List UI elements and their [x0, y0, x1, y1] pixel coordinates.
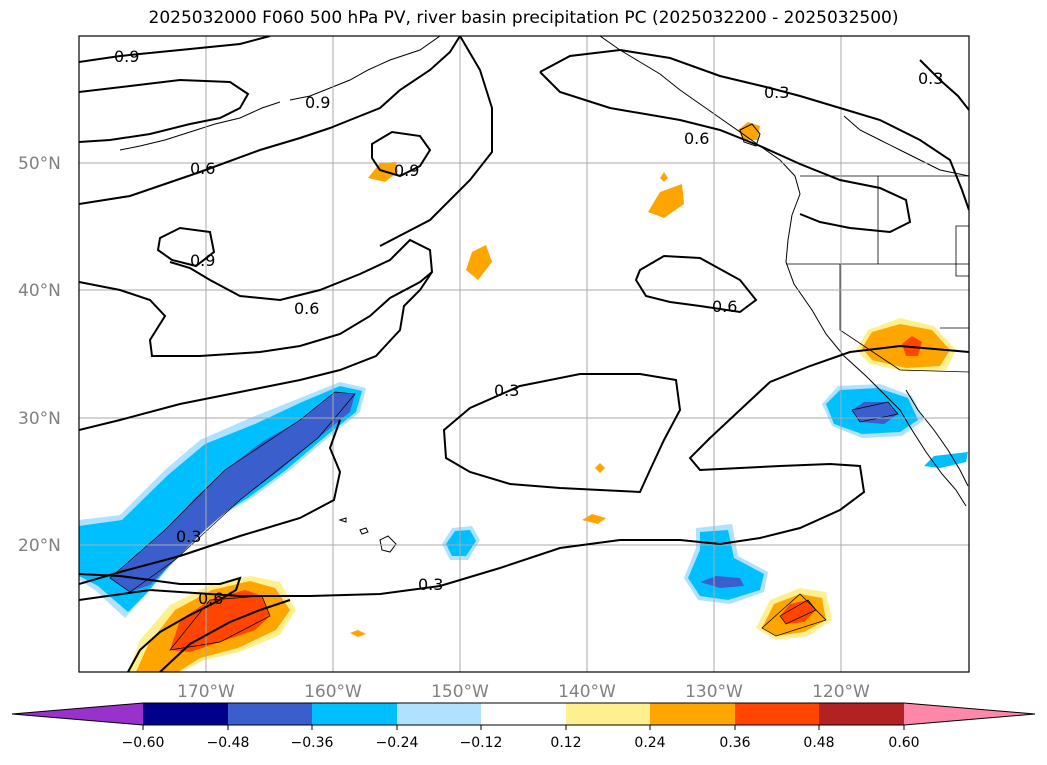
aleutians: [119, 101, 281, 151]
map-panel: 0.9 0.9 0.9 0.6 0.9 0.6 0.3 0.6 0.3 0.6 …: [78, 35, 970, 673]
alaska-coast: [289, 36, 441, 101]
graticule: [79, 36, 969, 672]
contour-0.6-sw2: [159, 599, 291, 672]
contour-label: 0.6: [294, 299, 319, 318]
shade-orange-small-8: [660, 172, 668, 182]
lat-label: 30°N: [18, 409, 61, 429]
contour-label: 0.9: [190, 251, 215, 270]
lon-label: 140°W: [558, 682, 616, 702]
contour-0.9-nw2: [79, 78, 250, 143]
contour-0.3-long: [79, 344, 969, 601]
shade-orange-small-3: [648, 184, 684, 218]
lon-label: 130°W: [685, 682, 743, 702]
precipitation-shading: [79, 122, 968, 672]
contour-0.9-nw: [79, 36, 271, 63]
contour-0.3-east: [539, 48, 969, 211]
contour-0.3-south: [79, 419, 342, 585]
colorbar-tick-label: −0.12: [460, 735, 503, 751]
map-frame: [78, 35, 970, 673]
contour-0.9-small: [371, 130, 432, 178]
colorbar-segment: [819, 703, 904, 725]
colorbar-segment: [481, 703, 566, 725]
shade-orange-small-6: [595, 463, 605, 473]
lon-label: 160°W: [304, 682, 362, 702]
us-west-coast: [785, 214, 967, 507]
lon-label: 170°W: [177, 682, 235, 702]
map-background: [79, 36, 969, 672]
bc-coast: [599, 36, 801, 216]
contour-label: 0.3: [494, 381, 519, 400]
shade-red-se: [780, 600, 816, 624]
colorbar-segment: [735, 703, 819, 725]
contour-0.3-central: [442, 373, 682, 494]
colorbar-tick-label: −0.48: [207, 735, 250, 751]
contour-label: 0.6: [712, 297, 737, 316]
contour-0.9-mid: [156, 226, 216, 268]
pv-contours: [79, 36, 969, 672]
contour-0.6-south: [79, 573, 242, 672]
contour-label: 0.6: [198, 589, 223, 608]
contour-label: 0.3: [176, 527, 201, 546]
contour-label: 0.9: [114, 47, 139, 66]
contour-0.6-north: [79, 36, 461, 205]
colorbar-tick-label: −0.24: [376, 735, 419, 751]
colorbar-ticks: [142, 725, 905, 730]
shade-dark-blue: [110, 392, 355, 592]
lat-label: 50°N: [18, 154, 61, 174]
colorbar-tick-label: −0.60: [122, 735, 165, 751]
shade-blue-hawaii: [446, 530, 476, 556]
contour-0.3-west: [79, 271, 433, 431]
hawaii-islands: [338, 517, 397, 553]
contour-0.6-mid: [79, 238, 434, 357]
coastlines: [119, 36, 969, 553]
contour-label: 0.3: [764, 83, 789, 102]
colorbar-tick-label: 0.24: [634, 735, 665, 751]
contour-label: 0.6: [684, 129, 709, 148]
lon-label: 120°W: [812, 682, 870, 702]
colorbar-tick-label: −0.36: [291, 735, 334, 751]
colorbar-tick-labels: −0.60 −0.48 −0.36 −0.24 −0.12 0.12 0.24 …: [122, 735, 920, 751]
colorbar: −0.60 −0.48 −0.36 −0.24 −0.12 0.12 0.24 …: [11, 702, 1036, 751]
shade-dark-blue-ec: [700, 576, 744, 588]
canada-interior: [843, 115, 969, 177]
contour-0.6-east: [634, 254, 758, 314]
map-title: 2025032000 F060 500 hPa PV, river basin …: [148, 8, 899, 28]
lat-label: 20°N: [18, 536, 61, 556]
lat-label: 40°N: [18, 281, 61, 301]
baja-coast: [905, 389, 969, 487]
shade-red-ca: [902, 336, 922, 356]
latitude-labels: 50°N 40°N 30°N 20°N: [18, 154, 61, 556]
colorbar-extend-high: [904, 703, 1035, 725]
colorbar-segment: [397, 703, 481, 725]
contour-0.6-coast: [539, 71, 912, 234]
colorbar-segment: [312, 703, 397, 725]
shade-orange-small-5: [582, 514, 606, 524]
shade-red-sw: [170, 590, 270, 652]
lon-label: 150°W: [431, 682, 489, 702]
colorbar-segment: [650, 703, 735, 725]
shade-orange-small-2: [466, 245, 492, 280]
colorbar-tick-label: 0.48: [803, 735, 834, 751]
contour-label: 0.6: [190, 159, 215, 178]
colorbar-segment: [143, 703, 228, 725]
longitude-labels: 170°W 160°W 150°W 140°W 130°W 120°W: [177, 682, 870, 702]
contour-label: 0.9: [305, 93, 330, 112]
colorbar-extend-low: [12, 703, 143, 725]
colorbar-segment: [228, 703, 312, 725]
colorbar-tick-label: 0.60: [888, 735, 919, 751]
contour-label: 0.9: [394, 161, 419, 180]
contour-labels: 0.9 0.9 0.9 0.6 0.9 0.6 0.3 0.6 0.3 0.6 …: [114, 47, 943, 608]
shade-orange-small-7: [350, 630, 366, 637]
contour-0.3-ne: [919, 59, 969, 111]
colorbar-tick-label: 0.36: [719, 735, 750, 751]
colorbar-tick-label: 0.12: [550, 735, 581, 751]
colorbar-segment: [566, 703, 650, 725]
contour-0.6-central: [379, 36, 493, 247]
contour-label: 0.3: [918, 69, 943, 88]
contour-label: 0.3: [418, 575, 443, 594]
shade-orange-small-1: [368, 162, 398, 182]
